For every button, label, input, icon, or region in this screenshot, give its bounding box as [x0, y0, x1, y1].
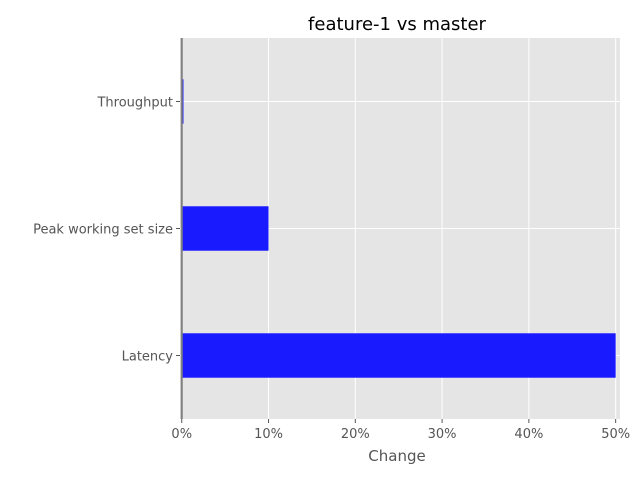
x-tick-label: 20% [341, 427, 370, 442]
x-axis: 0% 10% 20% 30% 40% 50% [171, 419, 630, 442]
x-tick-label: 40% [514, 427, 543, 442]
bar [181, 333, 616, 378]
bar [181, 206, 269, 251]
x-tick-label: 50% [601, 427, 630, 442]
y-tick-label: Throughput [96, 96, 173, 111]
chart-title: feature-1 vs master [308, 14, 486, 35]
x-tick-label: 0% [171, 427, 192, 442]
x-axis-label: Change [368, 447, 425, 465]
y-tick-label: Latency [122, 350, 174, 365]
x-tick-label: 10% [254, 427, 283, 442]
y-axis: Throughput Peak working set size Latency [33, 96, 180, 365]
y-tick-label: Peak working set size [33, 223, 173, 238]
x-tick-label: 30% [428, 427, 457, 442]
bars [181, 79, 616, 378]
